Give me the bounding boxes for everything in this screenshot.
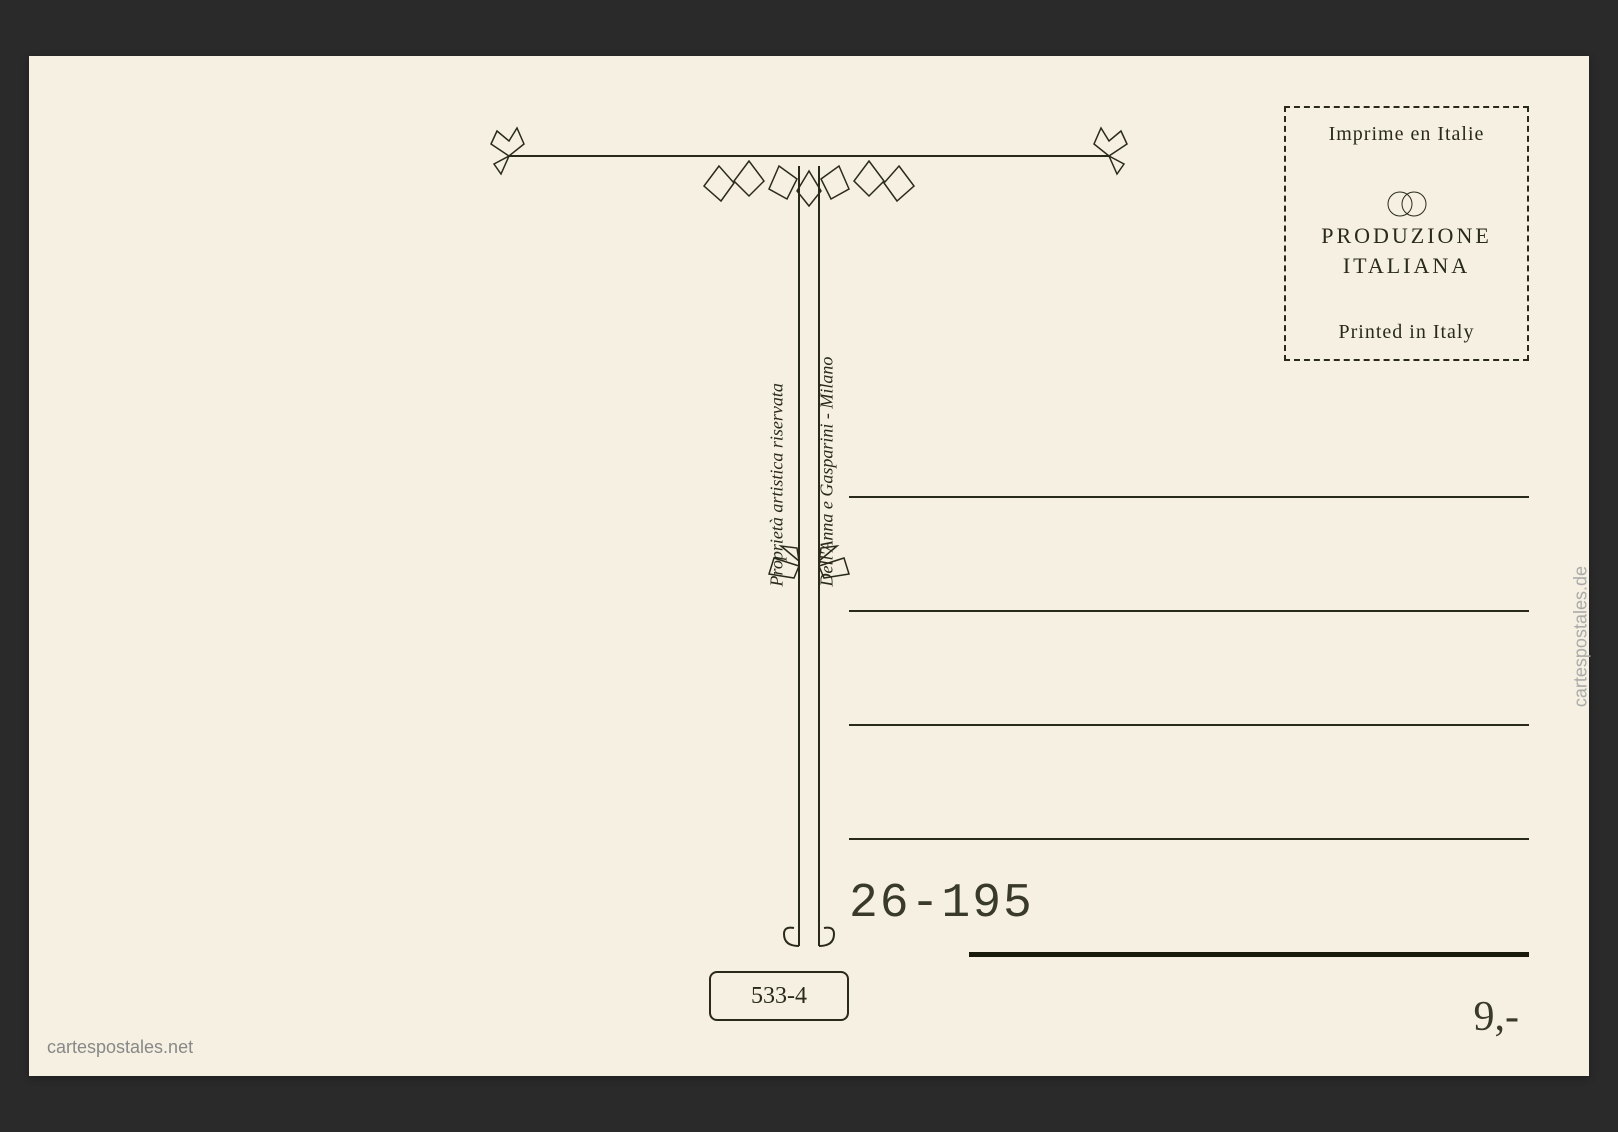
catalog-number-handwritten: 26-195 bbox=[849, 877, 1034, 931]
address-line-1 bbox=[849, 496, 1529, 498]
postcard-back: Proprietà artistica riservata Dell'Anna … bbox=[29, 56, 1589, 1076]
address-line-4 bbox=[849, 838, 1529, 840]
address-line-bold bbox=[969, 952, 1529, 957]
publisher-text-upper: Dell'Anna e Gasparini - Milano bbox=[817, 357, 838, 587]
stamp-logo-line1: PRODUZIONE bbox=[1321, 223, 1492, 249]
publisher-text-lower: Proprietà artistica riservata bbox=[767, 383, 788, 586]
price-handwritten: 9,- bbox=[1474, 993, 1520, 1041]
stamp-text-french: Imprime en Italie bbox=[1329, 123, 1485, 146]
stamp-logo: PRODUZIONE ITALIANA bbox=[1321, 189, 1492, 279]
watermark-right: cartespostales.de bbox=[1571, 566, 1592, 707]
stamp-text-english: Printed in Italy bbox=[1339, 321, 1475, 344]
serial-number-box: 533-4 bbox=[709, 971, 849, 1021]
stamp-logo-line2: ITALIANA bbox=[1343, 253, 1470, 279]
serial-number: 533-4 bbox=[751, 983, 807, 1010]
watermark-bottom: cartespostales.net bbox=[47, 1037, 193, 1058]
address-line-2 bbox=[849, 610, 1529, 612]
address-line-3 bbox=[849, 724, 1529, 726]
interlocking-circles-icon bbox=[1382, 189, 1432, 219]
stamp-placeholder: Imprime en Italie PRODUZIONE ITALIANA Pr… bbox=[1284, 106, 1529, 361]
